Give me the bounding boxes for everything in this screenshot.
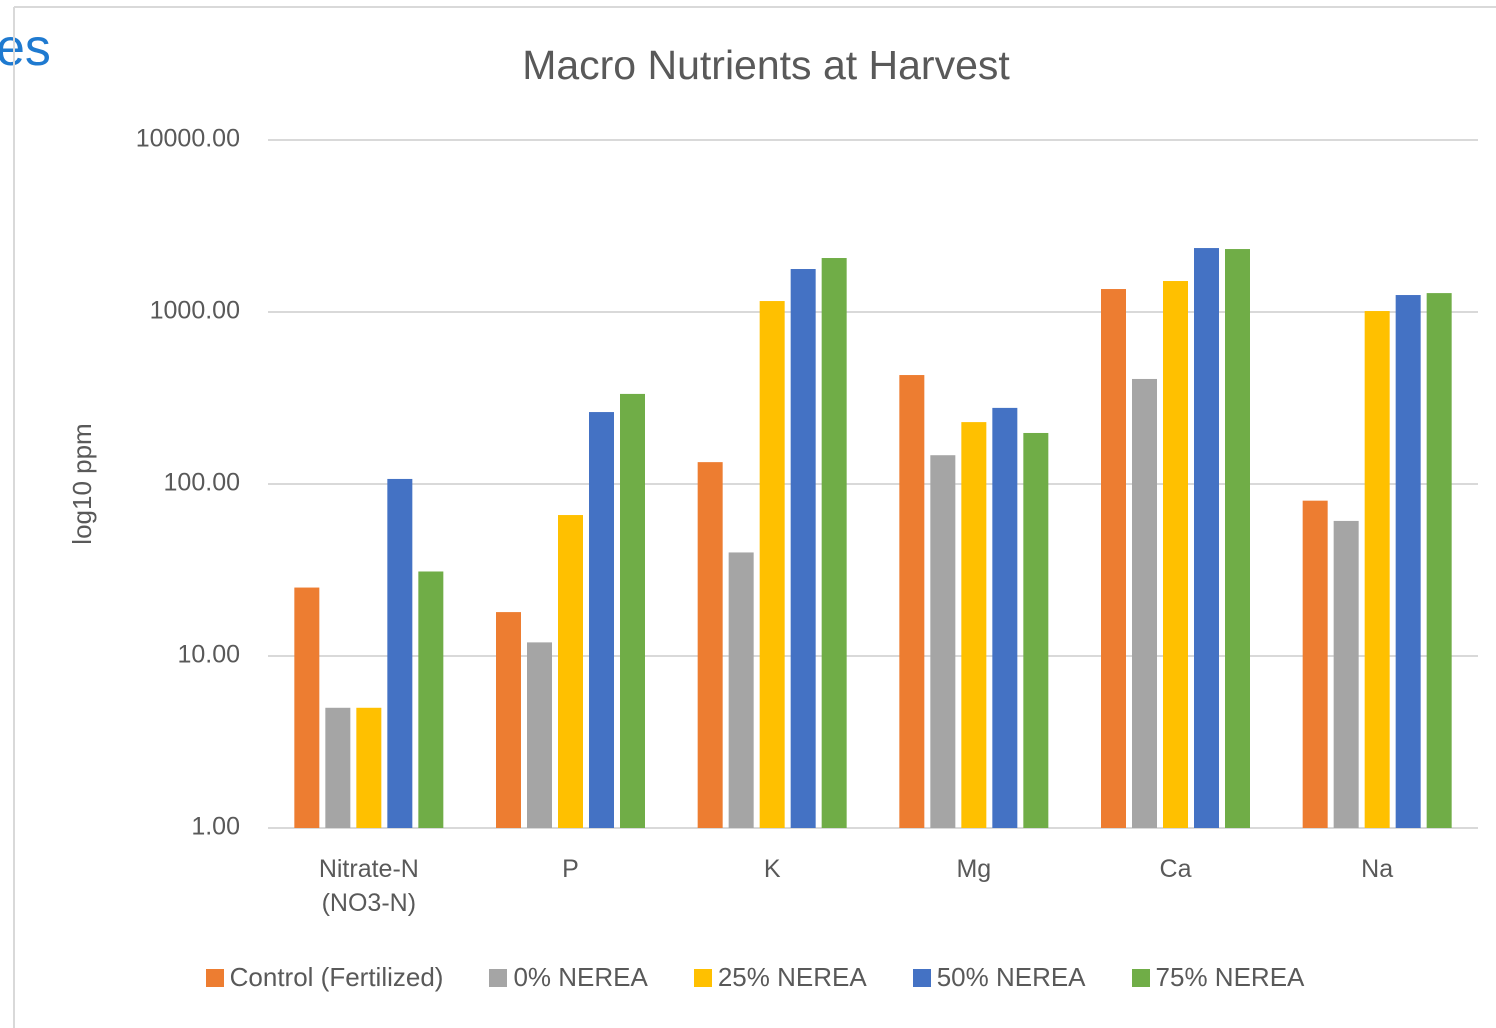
bar	[387, 478, 413, 828]
y-tick-label: 10000.00	[136, 125, 240, 153]
bar	[496, 612, 521, 828]
bar	[1163, 281, 1188, 829]
bar	[620, 393, 645, 828]
bar	[728, 552, 754, 828]
bar	[1023, 432, 1049, 828]
y-tick-label: 1000.00	[150, 297, 240, 325]
bar	[294, 587, 320, 828]
y-tick-label: 1.00	[191, 813, 240, 841]
bar	[821, 258, 847, 828]
legend-item: 0% NEREA	[489, 962, 648, 993]
bar	[558, 515, 583, 828]
legend-item: 75% NEREA	[1131, 962, 1305, 993]
y-tick-label: 10.00	[177, 641, 240, 669]
bar	[1132, 378, 1157, 828]
bar	[589, 412, 614, 828]
bar	[1302, 500, 1328, 828]
bar	[418, 571, 444, 828]
bar	[790, 269, 816, 829]
bar	[325, 707, 351, 828]
y-tick-label: 100.00	[164, 469, 240, 497]
legend-item: 50% NEREA	[912, 962, 1086, 993]
bar	[1194, 248, 1219, 828]
bar	[1225, 249, 1250, 828]
legend-label: 25% NEREA	[717, 962, 867, 992]
bar	[1395, 295, 1421, 828]
legend: Control (Fertilized) 0% NEREA 25% NEREA 50%…	[14, 962, 1496, 993]
legend-swatch	[693, 968, 712, 987]
legend-swatch	[205, 968, 224, 987]
legend-swatch	[912, 968, 931, 987]
legend-item: Control (Fertilized)	[205, 962, 444, 993]
bar	[1426, 293, 1452, 828]
bar	[899, 375, 925, 828]
y-axis-label: log10 ppm	[67, 423, 97, 544]
legend-label: 50% NEREA	[936, 962, 1086, 992]
bar	[1101, 289, 1126, 828]
x-tick-label: P	[562, 855, 579, 883]
bar	[759, 301, 785, 828]
legend-label: 75% NEREA	[1155, 962, 1305, 992]
legend-label: 0% NEREA	[513, 962, 648, 992]
x-tick-label: Ca	[1159, 855, 1192, 883]
bar	[930, 455, 956, 828]
bar	[961, 422, 987, 828]
legend-swatch	[1131, 968, 1150, 987]
slide-title-fragment: es	[0, 19, 51, 77]
x-tick-label: Na	[1361, 855, 1394, 883]
legend-item: 25% NEREA	[693, 962, 867, 993]
bar	[1364, 311, 1390, 829]
legend-label: Control (Fertilized)	[229, 962, 444, 992]
x-tick-label: Nitrate-N (NO3-N)	[318, 855, 419, 917]
bar	[697, 462, 723, 828]
bar	[992, 407, 1018, 828]
chart-title: Macro Nutrients at Harvest	[522, 42, 1010, 88]
bar	[356, 707, 382, 828]
legend-swatch	[489, 968, 508, 987]
bar	[1333, 520, 1359, 828]
x-tick-label: K	[763, 855, 781, 883]
x-tick-label: Mg	[956, 855, 992, 883]
bar	[527, 642, 552, 828]
